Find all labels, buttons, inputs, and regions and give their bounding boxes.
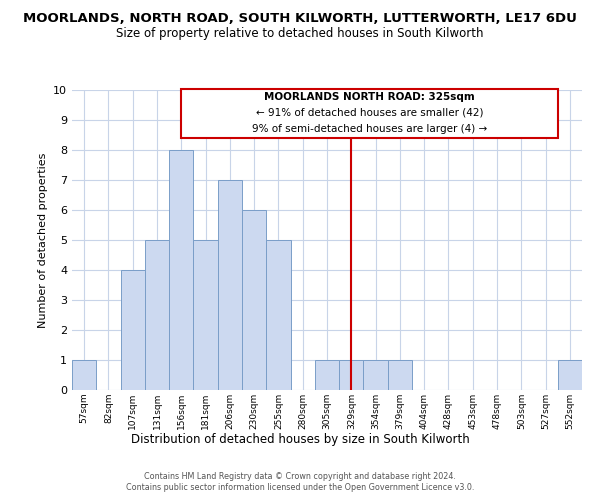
Bar — [315, 360, 339, 390]
Y-axis label: Number of detached properties: Number of detached properties — [38, 152, 47, 328]
Bar — [121, 270, 145, 390]
Bar — [242, 210, 266, 390]
Text: Size of property relative to detached houses in South Kilworth: Size of property relative to detached ho… — [116, 28, 484, 40]
Text: ← 91% of detached houses are smaller (42): ← 91% of detached houses are smaller (42… — [256, 108, 483, 118]
Bar — [169, 150, 193, 390]
Text: Contains public sector information licensed under the Open Government Licence v3: Contains public sector information licen… — [126, 484, 474, 492]
FancyBboxPatch shape — [181, 88, 558, 138]
Text: MOORLANDS NORTH ROAD: 325sqm: MOORLANDS NORTH ROAD: 325sqm — [264, 92, 475, 102]
Bar — [558, 360, 582, 390]
Text: Contains HM Land Registry data © Crown copyright and database right 2024.: Contains HM Land Registry data © Crown c… — [144, 472, 456, 481]
Bar — [193, 240, 218, 390]
Bar — [72, 360, 96, 390]
Bar — [266, 240, 290, 390]
Bar — [339, 360, 364, 390]
Text: Distribution of detached houses by size in South Kilworth: Distribution of detached houses by size … — [131, 432, 469, 446]
Bar — [388, 360, 412, 390]
Bar — [145, 240, 169, 390]
Bar — [218, 180, 242, 390]
Text: MOORLANDS, NORTH ROAD, SOUTH KILWORTH, LUTTERWORTH, LE17 6DU: MOORLANDS, NORTH ROAD, SOUTH KILWORTH, L… — [23, 12, 577, 26]
Text: 9% of semi-detached houses are larger (4) →: 9% of semi-detached houses are larger (4… — [252, 124, 487, 134]
Bar — [364, 360, 388, 390]
